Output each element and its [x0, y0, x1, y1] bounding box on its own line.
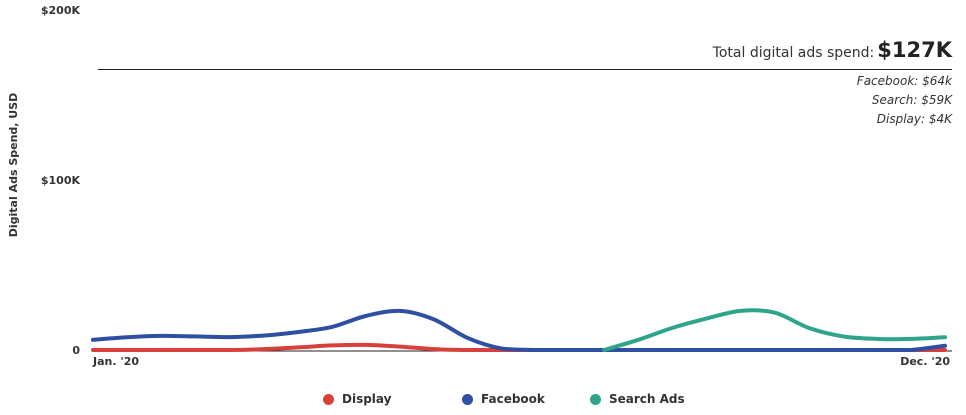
- spend-breakdown: Facebook: $64k Search: $59K Display: $4K: [713, 72, 952, 129]
- legend-label-search-ads: Search Ads: [609, 392, 685, 406]
- spend-summary: Total digital ads spend: $127K Facebook: …: [713, 38, 952, 129]
- total-spend: Total digital ads spend: $127K: [713, 38, 952, 62]
- legend-item-display[interactable]: Display: [323, 392, 391, 406]
- breakdown-facebook: Facebook: $64k: [856, 74, 952, 88]
- series-line-search-ads[interactable]: [602, 308, 947, 352]
- chart-legend: Display Facebook Search Ads: [0, 392, 966, 412]
- legend-item-facebook[interactable]: Facebook: [462, 392, 545, 406]
- breakdown-search: Search: $59K: [871, 93, 952, 107]
- total-spend-value: $127K: [877, 38, 952, 62]
- legend-swatch-search-ads: [590, 393, 601, 405]
- legend-label-facebook: Facebook: [481, 392, 545, 406]
- breakdown-display: Display: $4K: [876, 112, 952, 126]
- y-tick-label-100k: $100K: [41, 174, 81, 187]
- legend-swatch-display: [323, 393, 334, 405]
- legend-label-display: Display: [342, 392, 392, 406]
- legend-swatch-facebook: [462, 393, 473, 405]
- y-axis-title: Digital Ads Spend, USD: [7, 93, 20, 238]
- x-tick-label-start: Jan. '20: [92, 355, 139, 368]
- x-tick-label-end: Dec. '20: [900, 355, 950, 368]
- y-tick-label-200k: $200K: [41, 4, 81, 17]
- total-spend-label: Total digital ads spend:: [712, 45, 875, 61]
- series-layer: [91, 308, 947, 352]
- series-line-facebook[interactable]: [91, 308, 947, 352]
- legend-item-search-ads[interactable]: Search Ads: [590, 392, 685, 406]
- y-tick-label-0: 0: [72, 344, 80, 357]
